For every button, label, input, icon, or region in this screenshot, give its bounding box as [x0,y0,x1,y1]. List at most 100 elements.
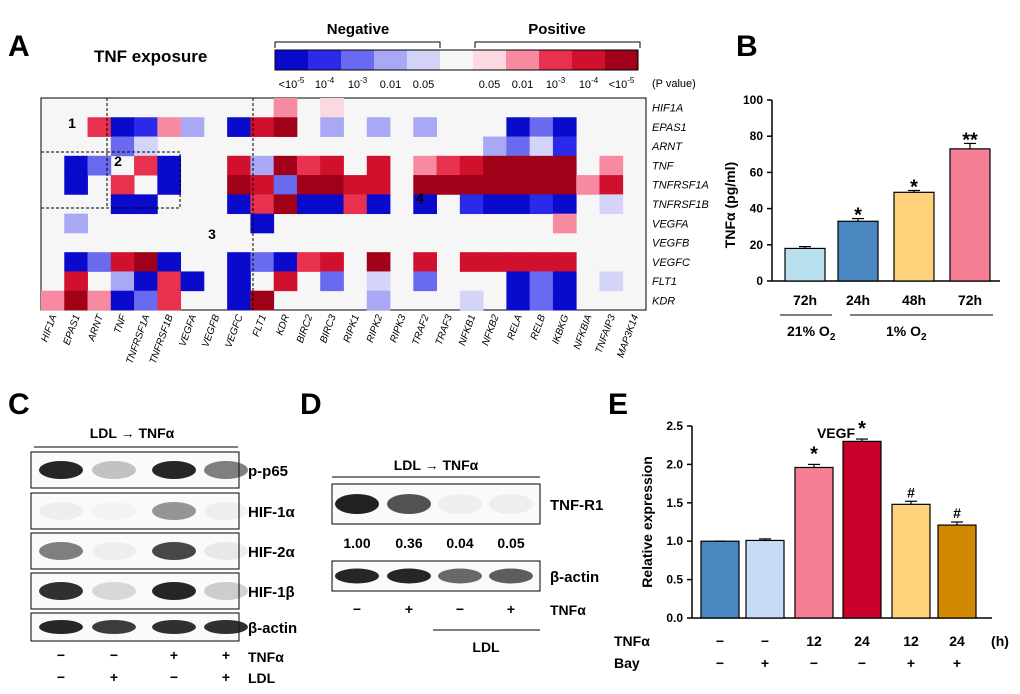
panel-d: LDL → TNFα TNF-R1 β-actin 1.00 0.36 0.04 0.0… [331,457,603,655]
heatmap-cell [506,194,531,215]
legend-tick-label: 10-3 [348,76,368,91]
heatmap-cell [64,155,88,176]
col-label: TRAF2 [411,313,432,347]
treatment-label: TNFα [614,633,650,649]
region-label: 4 [416,190,424,206]
heatmap-cell [413,175,437,195]
significance-mark: ** [962,129,978,151]
col-label: BIRC2 [295,313,316,345]
col-label: NFKB2 [480,313,502,347]
heatmap-cell [134,290,158,311]
treatment-mark: + [170,647,178,663]
heatmap-cell [87,117,112,137]
col-label: VEGFB [200,313,222,349]
legend-tick-label: 0.05 [413,79,434,91]
bar [837,220,879,282]
heatmap-cell [506,155,531,176]
legend-ticks: <10-5 10-4 10-3 0.01 0.05 0.05 0.01 10-3 10-4 <10… [279,76,635,91]
band [39,620,83,634]
legend-swatch [275,50,308,70]
heatmap-cell [64,175,88,195]
treatment-mark: + [110,669,118,685]
panel-label-d: D [300,388,322,421]
heatmap-cell [134,136,158,157]
heatmap-cell [529,194,554,215]
heatmap-cell [529,117,554,137]
heatmap-cell [296,175,321,195]
heatmap-cell [110,252,135,272]
heatmap-cell [413,271,437,292]
heatmap-cell [459,252,484,272]
band-label: β-actin [248,620,297,637]
legend-swatch [440,50,473,70]
col-label: HIF1A [39,313,59,344]
col-label: RIPK2 [365,313,385,344]
panel-d-quant: 1.00 0.36 0.04 0.05 [343,535,524,551]
legend-tick-label: <10-5 [609,76,635,91]
heatmap-cell [180,117,205,137]
heatmap-cell [227,155,251,176]
heatmap-cell [250,252,275,272]
heatmap-cell [459,155,484,176]
heatmap-cell [41,290,65,311]
col-label: TRAF3 [434,313,455,347]
panel-e-yticks: 0.0 0.5 1.0 1.5 2.0 2.5 [666,419,692,625]
panel-e-title: VEGF [817,425,856,441]
heatmap-cell [599,155,624,176]
row-label: EPAS1 [652,122,687,134]
heatmap-cell [576,175,600,195]
bar [842,440,882,619]
band [92,502,136,520]
treatment-mark: − [57,647,65,663]
heatmap-cell [552,194,577,215]
legend-tick-label: 10-4 [315,76,335,91]
heatmap-cell [134,117,158,137]
heatmap-cell [227,252,251,272]
heatmap-cell [529,252,554,272]
heatmap-cell [110,117,135,137]
ytick-label: 80 [750,129,764,143]
heatmap-cell [296,155,321,176]
col-label: TNFRSF1B [148,313,176,366]
heatmap-cell [227,271,251,292]
significance-mark: * [858,418,866,440]
heatmap-cell [273,117,298,137]
treatment-mark: + [761,655,769,671]
heatmap-cell [506,175,531,195]
heatmap-cell [110,194,135,215]
band [204,461,248,479]
ytick-label: 20 [750,238,764,252]
heatmap-cell [296,194,321,215]
band [39,461,83,479]
heatmap-cell [87,155,112,176]
row-label: HIF1A [652,103,683,115]
band [92,542,136,560]
bar [794,466,834,619]
row-label: KDR [652,295,675,307]
legend-swatch [407,50,440,70]
row-label: FLT1 [652,276,677,288]
legend-positive-label: Positive [528,21,586,38]
region-label: 3 [208,226,216,242]
bar [893,191,935,282]
ytick-label: 2.5 [666,419,683,433]
panel-b-yticks: 0 20 40 60 80 100 [743,93,772,288]
treatment-mark: + [405,601,413,617]
heatmap-cell [64,252,88,272]
band [387,494,431,514]
band-label: TNF-R1 [550,497,603,514]
row-label: VEGFA [652,218,688,230]
legend-negative-label: Negative [327,21,390,38]
legend-tick-label: 10-3 [546,76,566,91]
heatmap-cell [366,271,391,292]
heatmap-cell [413,194,437,215]
band [204,620,248,634]
band [335,494,379,514]
heatmap-cell [250,175,275,195]
bar [891,503,931,619]
treatment-mark: 24 [854,633,870,649]
ytick-label: 2.0 [666,457,683,471]
panel-label-c: C [8,388,30,421]
significance-mark: # [953,505,961,521]
